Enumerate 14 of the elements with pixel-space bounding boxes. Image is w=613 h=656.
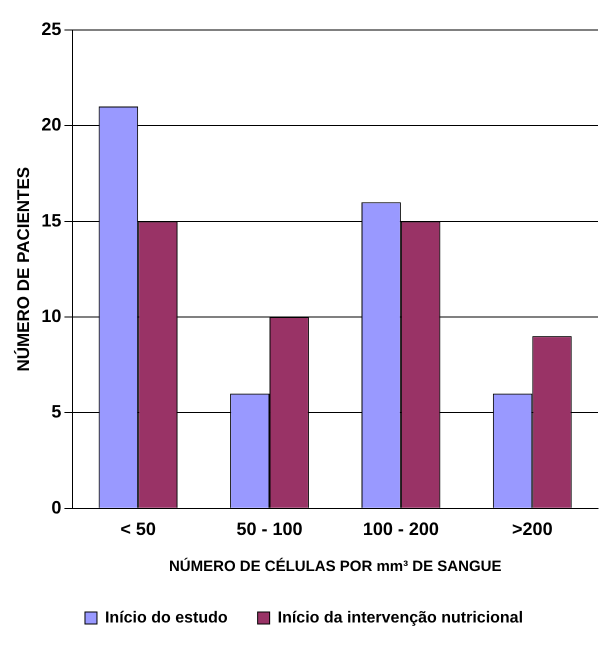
- x-tick-label: 50 - 100: [236, 519, 303, 540]
- legend-label: Início da intervenção nutricional: [278, 609, 524, 626]
- x-tick-label: >200: [512, 519, 553, 540]
- y-tick-label: 20: [41, 114, 62, 135]
- y-tick-label: 0: [51, 497, 62, 518]
- y-tick-label: 5: [51, 402, 62, 422]
- y-tick-label: 10: [41, 306, 62, 326]
- y-tick-label: 25: [41, 18, 62, 39]
- y-tick-label: 15: [41, 210, 62, 230]
- x-axis-title: NÚMERO DE CÉLULAS POR mm³ DE SANGUE: [168, 557, 502, 576]
- legend-label: Início do estudo: [104, 609, 228, 626]
- y-axis-title: NÚMERO DE PACIENTES: [12, 166, 33, 372]
- x-tick-label: 100 - 200: [362, 519, 439, 540]
- x-tick-label: < 50: [120, 519, 156, 540]
